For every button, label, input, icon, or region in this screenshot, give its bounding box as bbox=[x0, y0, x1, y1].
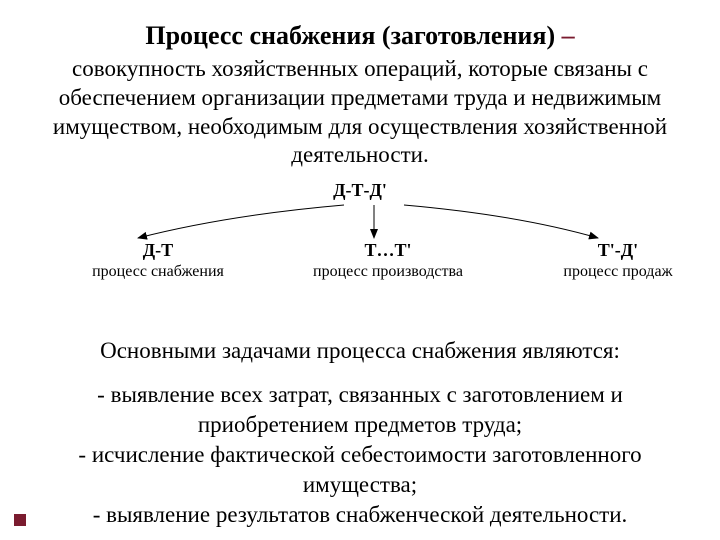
diagram-node-sales: Т'-Д' процесс продаж bbox=[528, 240, 708, 281]
page-title: Процесс снабжения (заготовления) – bbox=[28, 20, 692, 51]
tasks-intro: Основными задачами процесса снабжения яв… bbox=[28, 336, 692, 366]
node-label: Т'-Д' bbox=[528, 240, 708, 261]
title-separator: – bbox=[555, 21, 575, 50]
diagram-node-supply: Д-Т процесс снабжения bbox=[68, 240, 248, 281]
task-item: - выявление результатов снабженческой де… bbox=[28, 500, 692, 530]
title-definition: совокупность хозяйственных операций, кот… bbox=[28, 55, 692, 170]
arrow-left bbox=[138, 205, 344, 238]
node-sub: процесс продаж bbox=[528, 263, 708, 281]
node-sub: процесс снабжения bbox=[68, 263, 248, 281]
formula-diagram: Д-Т-Д' Д-Т процесс снабжения Т…Т' процес… bbox=[28, 180, 692, 330]
title-bold: Процесс снабжения (заготовления) bbox=[145, 21, 555, 50]
diagram-node-production: Т…Т' процесс производства bbox=[298, 240, 478, 281]
slide: Процесс снабжения (заготовления) – совок… bbox=[0, 0, 720, 540]
node-sub: процесс производства bbox=[298, 263, 478, 281]
arrow-right bbox=[404, 205, 598, 238]
tasks-list: - выявление всех затрат, связанных с заг… bbox=[28, 380, 692, 529]
task-item: - выявление всех затрат, связанных с заг… bbox=[28, 380, 692, 440]
node-label: Т…Т' bbox=[298, 240, 478, 261]
task-item: - исчисление фактической себестоимости з… bbox=[28, 440, 692, 500]
node-label: Д-Т bbox=[68, 240, 248, 261]
corner-square-icon bbox=[14, 514, 26, 526]
